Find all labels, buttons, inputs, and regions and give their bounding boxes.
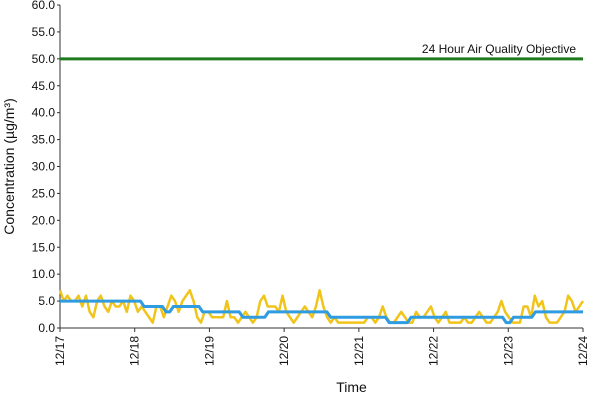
y-tick-label: 20.0 <box>32 213 56 227</box>
x-tick-label: 12/18 <box>128 336 142 366</box>
x-axis-title: Time <box>336 379 367 395</box>
y-tick-label: 30.0 <box>32 160 56 174</box>
x-axis-ticks: 12/17 12/18 12/19 12/20 12/21 12/22 12/23 12/24 <box>53 328 590 366</box>
x-tick-label: 12/21 <box>352 336 366 366</box>
y-tick-label: 5.0 <box>38 294 55 308</box>
x-tick-label: 12/23 <box>501 336 515 366</box>
x-tick-label: 12/17 <box>53 336 67 366</box>
series-group <box>58 289 585 325</box>
y-tick-label: 50.0 <box>32 52 56 66</box>
y-tick-label: 45.0 <box>32 79 56 93</box>
x-tick-label: 12/22 <box>427 336 441 366</box>
y-axis-ticks: 0.0 5.0 10.0 15.0 20.0 25.0 30.0 35.0 40.0 45.0 50… <box>32 0 60 335</box>
hourly-series-line <box>58 289 585 324</box>
y-tick-label: 60.0 <box>32 0 56 12</box>
y-tick-label: 55.0 <box>32 25 56 39</box>
y-tick-label: 15.0 <box>32 240 56 254</box>
x-tick-label: 12/20 <box>277 336 291 366</box>
y-tick-label: 25.0 <box>32 186 56 200</box>
y-tick-label: 10.0 <box>32 267 56 281</box>
objective-label: 24 Hour Air Quality Objective <box>422 42 576 56</box>
average-series-line <box>60 299 583 325</box>
y-tick-label: 35.0 <box>32 133 56 147</box>
x-tick-label: 12/24 <box>576 336 590 366</box>
y-tick-label: 40.0 <box>32 106 56 120</box>
y-tick-label: 0.0 <box>38 321 55 335</box>
y-axis-title: Concentration (µg/m³) <box>1 98 17 234</box>
x-tick-label: 12/19 <box>202 336 216 366</box>
